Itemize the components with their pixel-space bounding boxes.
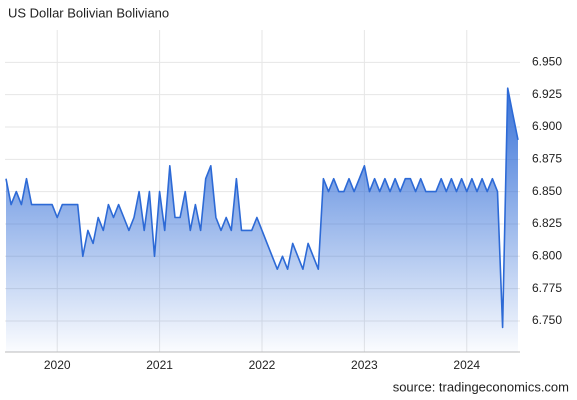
x-tick-label: 2021 bbox=[146, 358, 173, 372]
y-tick-label: 6.750 bbox=[532, 313, 562, 327]
y-tick-label: 6.875 bbox=[532, 151, 562, 165]
y-tick-label: 6.825 bbox=[532, 216, 562, 230]
source: source: tradingeconomics.com bbox=[393, 379, 569, 394]
line bbox=[5, 87, 519, 329]
y-tick-label: 6.950 bbox=[532, 55, 562, 69]
x-tick-label: 2024 bbox=[453, 358, 480, 372]
chart-title: US Dollar Bolivian Boliviano bbox=[8, 5, 169, 20]
x-tick-label: 2022 bbox=[249, 358, 276, 372]
area bbox=[6, 88, 518, 352]
y-tick-label: 6.800 bbox=[532, 248, 562, 262]
y-tick-label: 6.900 bbox=[532, 119, 562, 133]
x-tick-label: 2020 bbox=[44, 358, 71, 372]
y-tick-label: 6.850 bbox=[532, 184, 562, 198]
y-tick-label: 6.775 bbox=[532, 281, 562, 295]
x-tick-label: 2023 bbox=[351, 358, 378, 372]
y-tick-label: 6.925 bbox=[532, 87, 562, 101]
